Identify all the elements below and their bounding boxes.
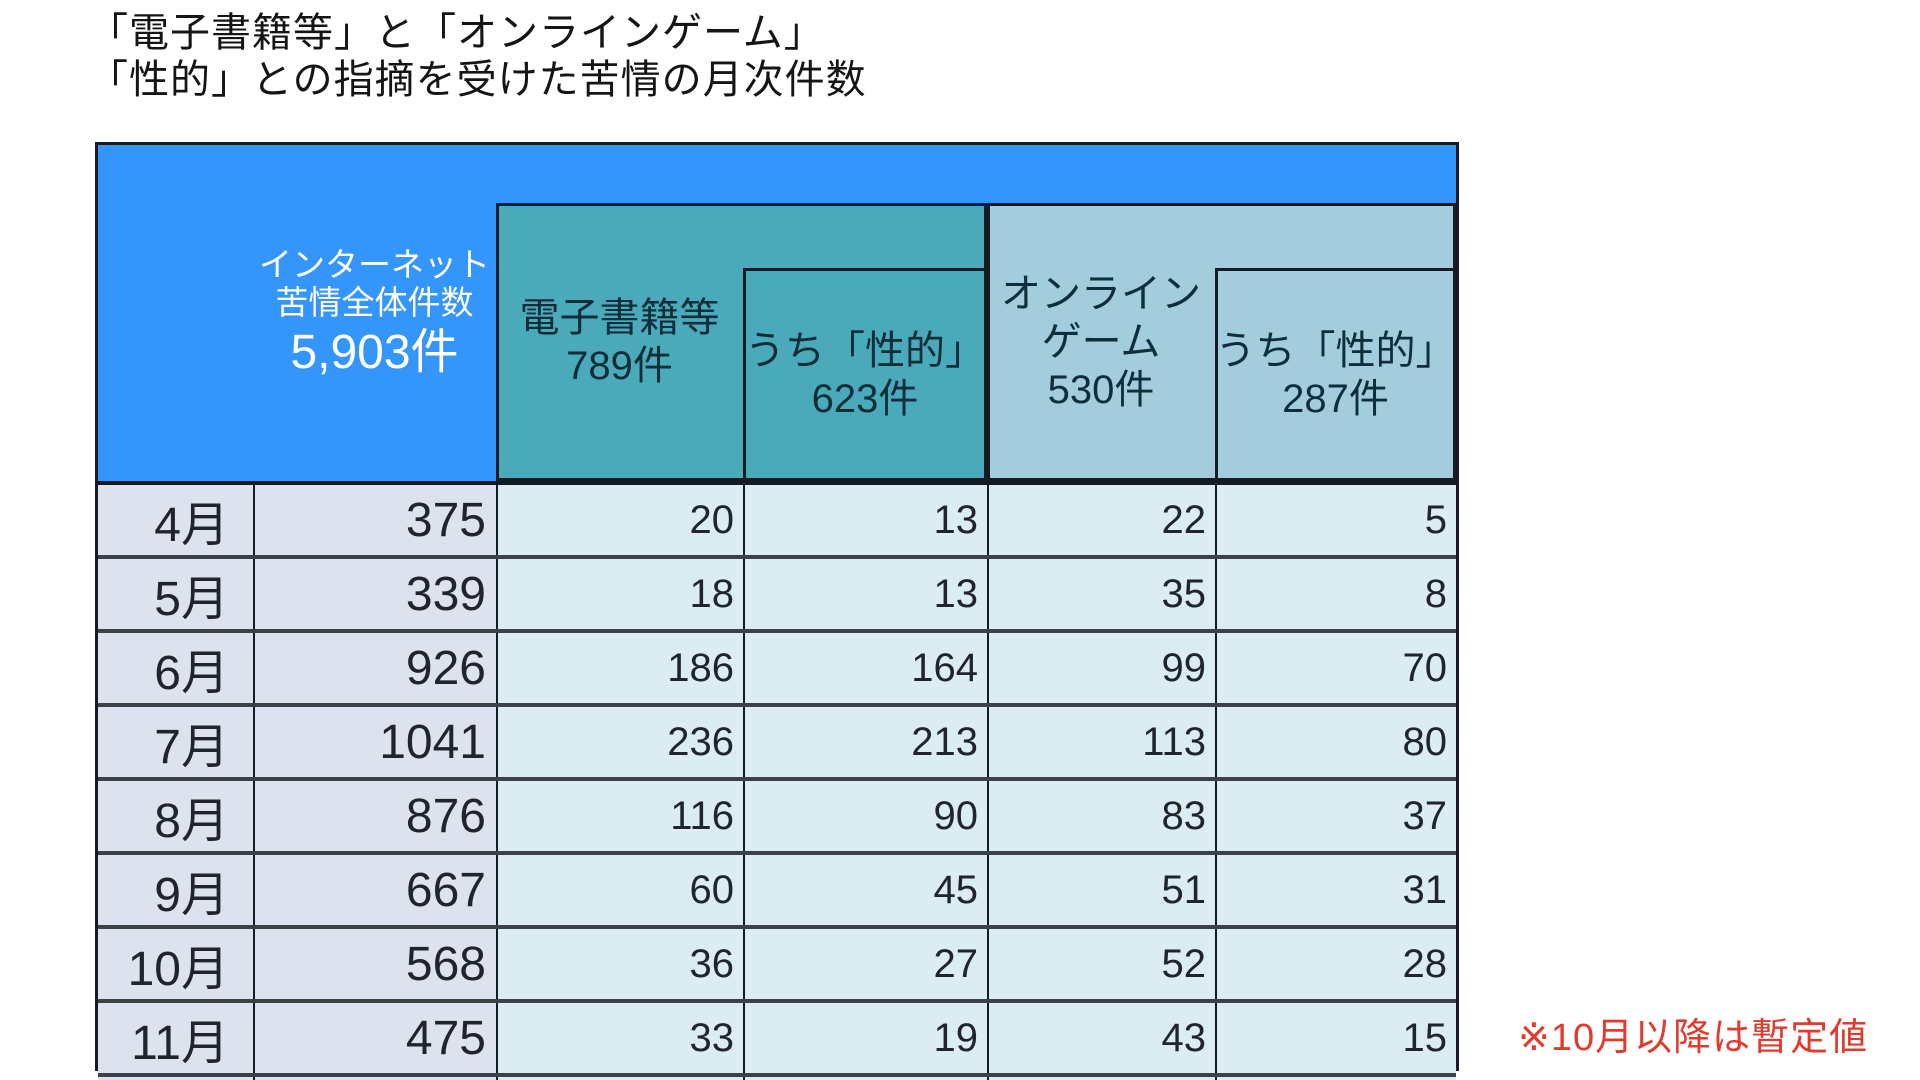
value-cell: 18 xyxy=(496,559,743,629)
internet-total-label-line-1: インターネット xyxy=(259,246,490,283)
game-label-line-1: オンライン xyxy=(1001,272,1201,316)
value-cell: 39 xyxy=(743,1077,987,1080)
value-cell: 31 xyxy=(1215,855,1456,925)
value-cell: 60 xyxy=(496,855,743,925)
table-header: インターネット 苦情全体件数 5,903件 電子書籍等 789件 うち「性的」 … xyxy=(98,145,1456,481)
table-row: 10月 568 36 27 52 28 xyxy=(98,925,1456,999)
value-cell: 876 xyxy=(253,781,496,851)
header-box-ebook-sexual xyxy=(743,268,987,481)
value-cell: 375 xyxy=(253,485,496,555)
value-cell: 116 xyxy=(496,781,743,851)
month-cell: 7月 xyxy=(98,707,253,777)
title-line-1: 「電子書籍等」と「オンラインゲーム」 xyxy=(88,11,825,55)
header-game-sexual: うち「性的」 287件 xyxy=(1215,268,1456,481)
ebook-total: 789件 xyxy=(566,344,673,388)
header-ebook-sexual: うち「性的」 623件 xyxy=(743,268,987,481)
value-cell: 35 xyxy=(987,559,1215,629)
month-cell: 5月 xyxy=(98,559,253,629)
value-cell: 475 xyxy=(253,1003,496,1073)
value-cell: 83 xyxy=(987,781,1215,851)
game-sexual-total: 287件 xyxy=(1282,376,1389,421)
value-cell: 22 xyxy=(987,485,1215,555)
ebook-sexual-total: 623件 xyxy=(811,376,919,421)
value-cell: 635 xyxy=(253,1077,496,1080)
value-cell: 80 xyxy=(1215,707,1456,777)
table-body: 4月 375 20 13 22 5 5月 339 18 13 35 8 6月 926 186 164 99 70 7… xyxy=(98,481,1456,1080)
page-title: 「電子書籍等」と「オンラインゲーム」 「性的」との指摘を受けた苦情の月次件数 xyxy=(88,10,867,104)
value-cell: 926 xyxy=(253,633,496,703)
table-row: 12月63584393213 xyxy=(98,1073,1456,1080)
header-box-game-sexual xyxy=(1215,268,1456,481)
internet-total-label-line-2: 苦情全体件数 xyxy=(275,284,474,321)
footnote: ※10月以降は暫定値 xyxy=(1518,1017,1869,1059)
value-cell: 13 xyxy=(743,485,987,555)
table-row: 9月 667 60 45 51 31 xyxy=(98,851,1456,925)
value-cell: 36 xyxy=(496,929,743,999)
complaints-table: インターネット 苦情全体件数 5,903件 電子書籍等 789件 うち「性的」 … xyxy=(95,142,1459,1080)
value-cell: 70 xyxy=(1215,633,1456,703)
value-cell: 13 xyxy=(743,559,987,629)
value-cell: 15 xyxy=(1215,1003,1456,1073)
value-cell: 32 xyxy=(987,1077,1215,1080)
value-cell: 99 xyxy=(987,633,1215,703)
internet-total-value: 5,903件 xyxy=(290,326,459,379)
ebook-label: 電子書籍等 xyxy=(519,296,720,340)
value-cell: 5 xyxy=(1215,485,1456,555)
value-cell: 113 xyxy=(987,707,1215,777)
value-cell: 19 xyxy=(743,1003,987,1073)
value-cell: 37 xyxy=(1215,781,1456,851)
month-cell: 6月 xyxy=(98,633,253,703)
header-internet-total: インターネット 苦情全体件数 5,903件 xyxy=(253,145,496,481)
value-cell: 27 xyxy=(743,929,987,999)
month-cell: 4月 xyxy=(98,485,253,555)
month-cell: 11月 xyxy=(98,1003,253,1073)
table-row: 4月 375 20 13 22 5 xyxy=(98,481,1456,555)
value-cell: 33 xyxy=(496,1003,743,1073)
value-cell: 164 xyxy=(743,633,987,703)
header-game: オンライン ゲーム 530件 xyxy=(987,203,1215,481)
header-ebook: 電子書籍等 789件 xyxy=(496,203,743,481)
title-line-2: 「性的」との指摘を受けた苦情の月次件数 xyxy=(88,58,867,102)
value-cell: 568 xyxy=(253,929,496,999)
value-cell: 52 xyxy=(987,929,1215,999)
value-cell: 43 xyxy=(987,1003,1215,1073)
month-cell: 9月 xyxy=(98,855,253,925)
value-cell: 667 xyxy=(253,855,496,925)
value-cell: 8 xyxy=(1215,559,1456,629)
value-cell: 236 xyxy=(496,707,743,777)
table-row: 5月 339 18 13 35 8 xyxy=(98,555,1456,629)
value-cell: 186 xyxy=(496,633,743,703)
value-cell: 339 xyxy=(253,559,496,629)
month-cell: 12月 xyxy=(98,1077,253,1080)
month-cell: 10月 xyxy=(98,929,253,999)
table-row: 8月 876 116 90 83 37 xyxy=(98,777,1456,851)
value-cell: 45 xyxy=(743,855,987,925)
table-row: 6月 926 186 164 99 70 xyxy=(98,629,1456,703)
game-sexual-label: うち「性的」 xyxy=(1215,328,1456,373)
value-cell: 84 xyxy=(496,1077,743,1080)
value-cell: 1041 xyxy=(253,707,496,777)
ebook-sexual-label: うち「性的」 xyxy=(745,328,985,373)
game-total: 530件 xyxy=(1047,368,1155,412)
game-label-line-2: ゲーム xyxy=(1041,320,1161,364)
value-cell: 13 xyxy=(1215,1077,1456,1080)
month-cell: 8月 xyxy=(98,781,253,851)
value-cell: 20 xyxy=(496,485,743,555)
value-cell: 213 xyxy=(743,707,987,777)
table-row: 11月 475 33 19 43 15 xyxy=(98,999,1456,1073)
value-cell: 28 xyxy=(1215,929,1456,999)
value-cell: 51 xyxy=(987,855,1215,925)
value-cell: 90 xyxy=(743,781,987,851)
table-row: 7月 1041 236 213 113 80 xyxy=(98,703,1456,777)
